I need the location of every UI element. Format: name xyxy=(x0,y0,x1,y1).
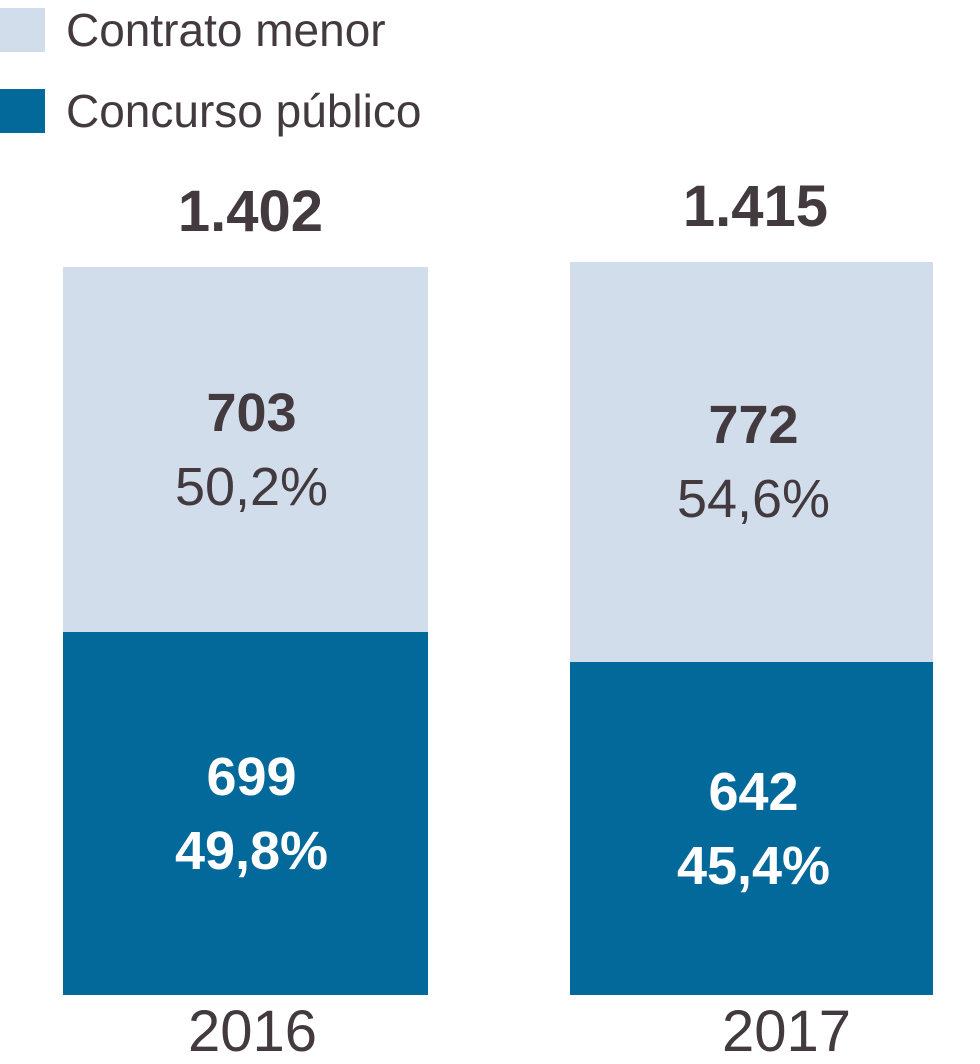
segment-percent: 50,2% xyxy=(174,456,329,517)
bar-segment-contrato-menor-2017: 772 54,6% xyxy=(570,262,933,662)
axis-label-2016: 2016 xyxy=(187,999,318,1064)
legend-label-contrato-menor: Contrato menor xyxy=(66,4,386,56)
segment-percent: 54,6% xyxy=(676,469,831,529)
bar-total-2017: 1.415 xyxy=(682,174,829,239)
legend-swatch-concurso-publico-icon xyxy=(0,89,45,133)
segment-value: 699 xyxy=(206,746,297,807)
bar-segment-concurso-publico-2016: 699 49,8% xyxy=(63,632,428,995)
bar-group-2017: 1.415 772 54,6% 642 45,4% 2017 xyxy=(570,0,933,1063)
legend-item-contrato-menor: Contrato menor xyxy=(0,6,421,54)
bar-segment-contrato-menor-2016: 703 50,2% xyxy=(63,267,428,632)
axis-label-2017: 2017 xyxy=(721,999,852,1064)
segment-value: 703 xyxy=(206,382,297,443)
legend-item-concurso-publico: Concurso público xyxy=(0,87,421,135)
segment-value: 642 xyxy=(708,761,799,822)
bar-total-2016: 1.402 xyxy=(177,179,324,244)
segment-percent: 49,8% xyxy=(174,820,329,881)
bar-group-2016: 1.402 703 50,2% 699 49,8% 2016 xyxy=(63,0,428,1063)
legend-swatch-contrato-menor-icon xyxy=(0,8,45,52)
stacked-bar-2017: 772 54,6% 642 45,4% xyxy=(570,262,933,995)
legend: Contrato menor Concurso público xyxy=(0,6,421,135)
bar-segment-concurso-publico-2017: 642 45,4% xyxy=(570,662,933,995)
legend-label-concurso-publico: Concurso público xyxy=(66,85,422,137)
stacked-bar-2016: 703 50,2% 699 49,8% xyxy=(63,267,428,995)
segment-percent: 45,4% xyxy=(676,835,831,896)
segment-value: 772 xyxy=(708,395,799,455)
